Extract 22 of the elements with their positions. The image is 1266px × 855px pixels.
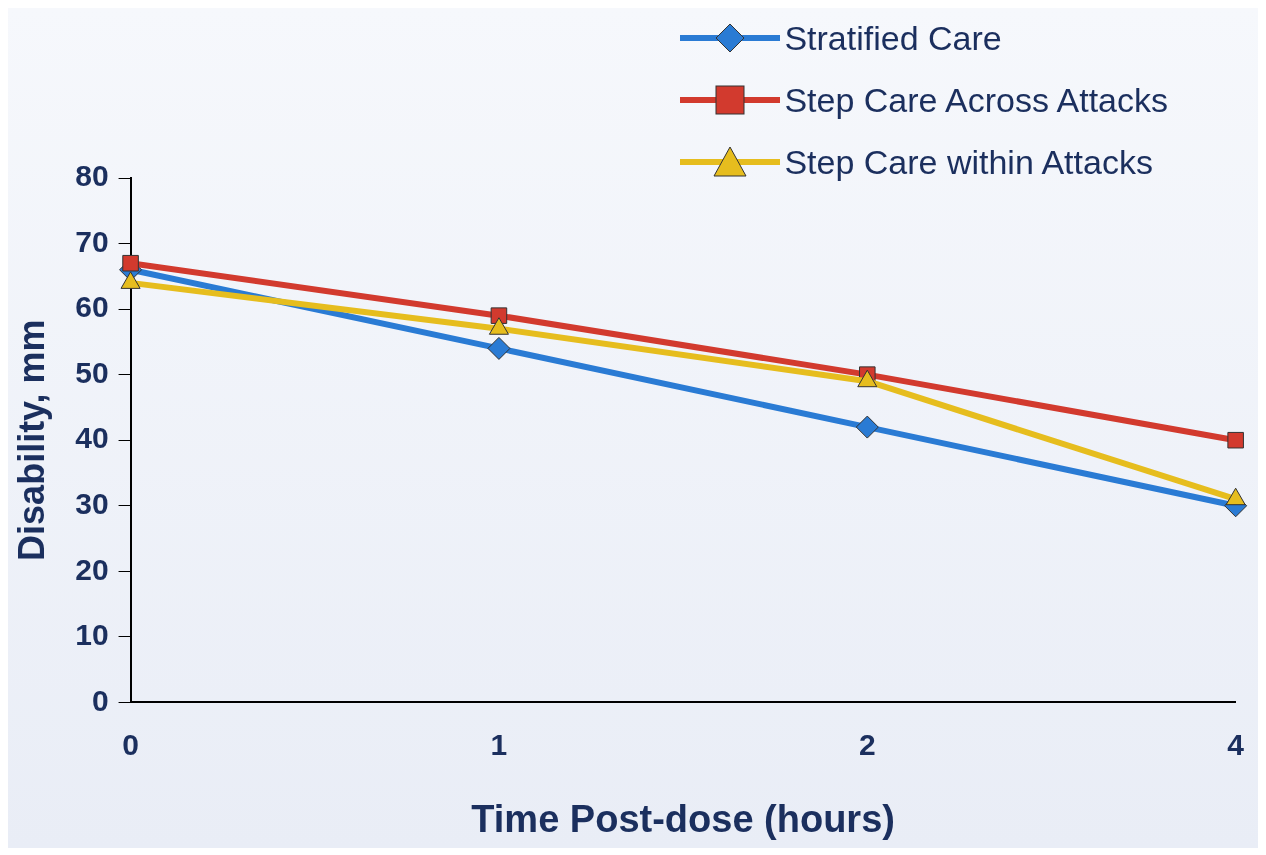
y-tick-label: 20: [75, 552, 109, 586]
x-tick-label: 0: [122, 727, 139, 761]
y-axis-title: Disability, mm: [10, 319, 52, 561]
y-tick-label: 60: [75, 290, 109, 324]
y-tick-label: 50: [75, 355, 109, 389]
y-tick-label: 10: [75, 618, 109, 652]
y-tick-label: 0: [91, 683, 109, 717]
y-tick-label: 30: [75, 487, 109, 521]
x-tick-label: 2: [858, 727, 876, 761]
x-tick-label: 4: [1227, 727, 1245, 761]
legend-label: Step Care Across Attacks: [784, 80, 1168, 120]
point: [855, 415, 879, 439]
y-tick-label: 40: [75, 421, 109, 455]
y-tick-label: 70: [75, 224, 109, 258]
y-tick-label: 80: [75, 159, 109, 193]
point: [1227, 431, 1244, 449]
legend-label: Stratified Care: [784, 18, 1002, 58]
x-tick-label: 1: [490, 727, 508, 761]
x-axis-title: Time Post-dose (hours): [471, 797, 895, 840]
legend-label: Step Care within Attacks: [784, 142, 1153, 182]
point: [487, 336, 511, 360]
point: [122, 254, 139, 272]
